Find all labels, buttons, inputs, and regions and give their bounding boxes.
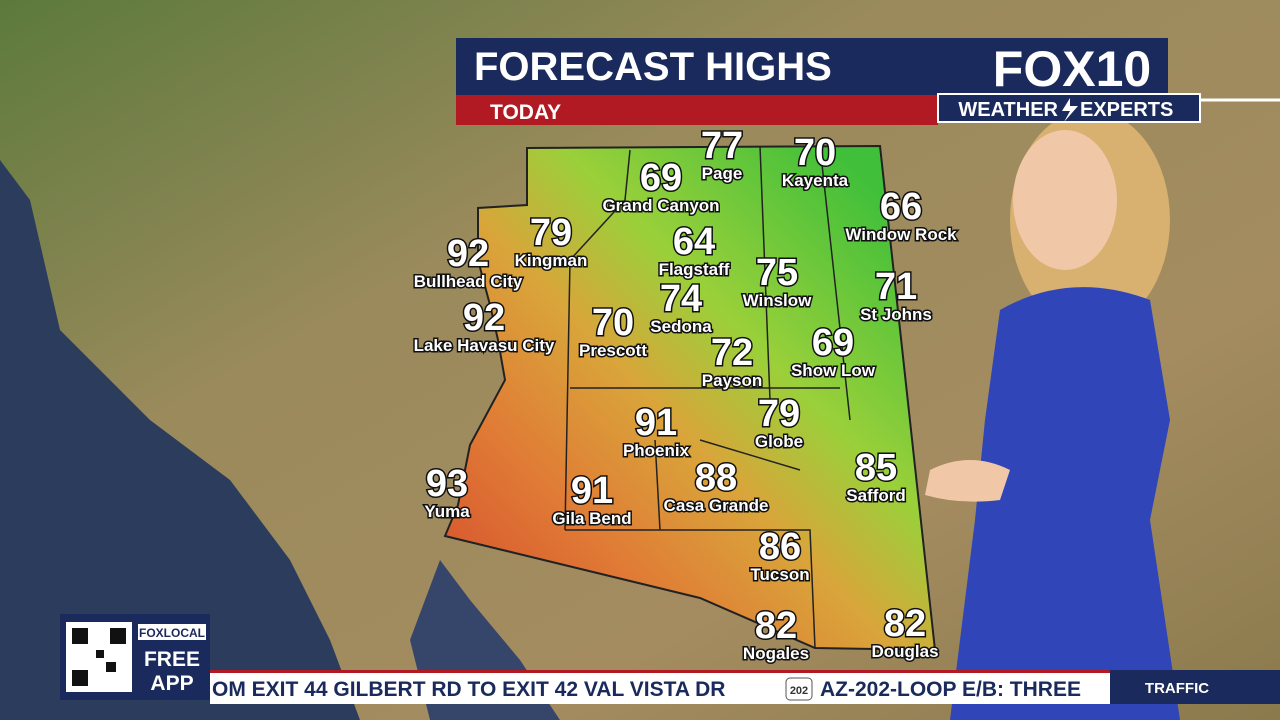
- city-name: Tucson: [750, 565, 809, 584]
- header-bar: [456, 38, 938, 95]
- city-name: Payson: [702, 371, 762, 390]
- city-name: Show Low: [791, 361, 876, 380]
- promo-brand: FOXLOCAL: [139, 626, 205, 640]
- city-temp: 66: [880, 186, 922, 228]
- qr-pattern: [72, 628, 126, 686]
- ticker-rule: [210, 670, 1110, 673]
- city-name: Yuma: [424, 502, 470, 521]
- city-name: Kayenta: [782, 171, 849, 190]
- ocean: [0, 160, 360, 720]
- city-name: Lake Havasu City: [414, 336, 555, 355]
- city-name: Phoenix: [623, 441, 690, 460]
- city-name: Window Rock: [845, 225, 957, 244]
- city-temp: 88: [695, 457, 737, 499]
- subtitle: TODAY: [490, 101, 561, 124]
- city-temp: 86: [759, 526, 801, 568]
- city-temp: 77: [701, 125, 743, 167]
- city-temp: 69: [812, 322, 854, 364]
- city-temp: 75: [756, 252, 798, 294]
- city-temp: 92: [463, 297, 505, 339]
- city-name: St Johns: [860, 305, 932, 324]
- ticker-text: OM EXIT 44 GILBERT RD TO EXIT 42 VAL VIS…: [212, 678, 725, 701]
- city-name: Grand Canyon: [602, 196, 719, 215]
- promo-brand-box: [138, 624, 206, 640]
- city-temp: 91: [571, 470, 613, 512]
- city-name: Nogales: [743, 644, 809, 663]
- subtitle-bar: [456, 95, 938, 125]
- city-temp: 82: [884, 603, 926, 645]
- city-temp: 69: [640, 157, 682, 199]
- ticker-bar: [210, 670, 1110, 704]
- presenter: [925, 110, 1180, 720]
- city-temp: 92: [447, 233, 489, 275]
- city-name: Page: [702, 164, 743, 183]
- ticker-label: TRAFFIC: [1145, 680, 1209, 697]
- city-temp: 79: [758, 393, 800, 435]
- city-temp: 79: [530, 212, 572, 254]
- tagline-right: EXPERTS: [1080, 99, 1173, 121]
- logo: FOX10: [993, 41, 1151, 97]
- city-name: Sedona: [650, 317, 712, 336]
- ticker-text-2: AZ-202-LOOP E/B: THREE: [820, 678, 1081, 701]
- city-name: Douglas: [871, 642, 938, 661]
- arizona-map: [443, 144, 937, 652]
- city-temp: 74: [660, 278, 702, 320]
- ticker-label-box: [1110, 670, 1280, 704]
- logo-box: [936, 38, 1168, 95]
- city-temp: 71: [875, 266, 917, 308]
- city-name: Winslow: [743, 291, 813, 310]
- city-temp: 91: [635, 402, 677, 444]
- title: FORECAST HIGHS: [474, 45, 832, 89]
- city-name: Flagstaff: [659, 260, 730, 279]
- city-name: Globe: [755, 432, 803, 451]
- promo-line1: FREE: [144, 648, 200, 671]
- city-temp: 85: [855, 447, 897, 489]
- city-temp: 64: [673, 221, 715, 263]
- city-name: Gila Bend: [552, 509, 631, 528]
- city-temp: 72: [711, 332, 753, 374]
- city-name: Bullhead City: [414, 272, 523, 291]
- promo-line2: APP: [150, 672, 193, 695]
- tagline-left: WEATHER: [958, 99, 1058, 121]
- county-lines: [564, 145, 851, 649]
- bolt: [1062, 98, 1078, 122]
- city-name: Safford: [846, 486, 906, 505]
- city-temp: 70: [794, 132, 836, 174]
- city-temp: 93: [426, 463, 468, 505]
- city-name: Prescott: [579, 341, 647, 360]
- city-name: Casa Grande: [664, 496, 769, 515]
- shield-number: 202: [790, 685, 808, 697]
- city-temp: 82: [755, 605, 797, 647]
- city-name: Kingman: [515, 251, 588, 270]
- city-temp: 70: [592, 302, 634, 344]
- shield: [785, 677, 813, 701]
